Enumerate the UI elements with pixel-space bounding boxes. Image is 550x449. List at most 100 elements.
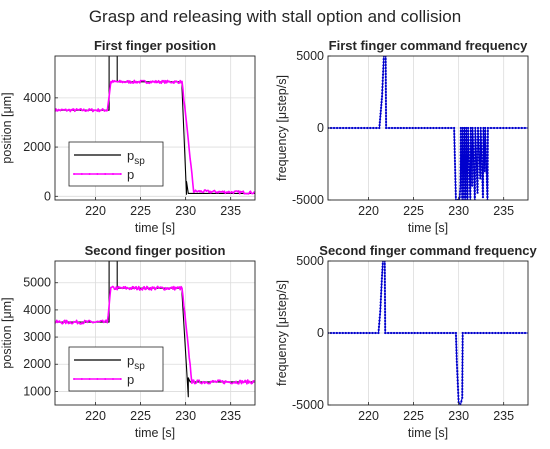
data-point: [486, 144, 489, 148]
data-point: [453, 162, 457, 166]
data-point: [455, 357, 458, 361]
data-point: [451, 331, 455, 335]
data-point: [384, 93, 388, 97]
data-point: [420, 126, 423, 130]
data-point: [477, 144, 480, 147]
data-point: [453, 132, 456, 136]
legend-marker: [80, 378, 83, 380]
data-point: [381, 265, 384, 268]
data-point: [453, 150, 456, 154]
data-point: [486, 180, 489, 184]
data-point: [454, 171, 457, 175]
x-axis-label: time [s]: [135, 221, 175, 235]
x-tick-label: 230: [448, 409, 469, 423]
data-point: [457, 394, 460, 398]
data-point: [396, 126, 400, 130]
data-point: [384, 81, 387, 85]
data-point: [482, 133, 485, 136]
second-finger-position-panel: Second finger position time [s] position…: [0, 243, 256, 440]
data-point: [455, 343, 458, 346]
y-tick-label: 4000: [23, 91, 51, 105]
data-point: [484, 135, 487, 139]
data-point: [473, 180, 477, 184]
data-point: [384, 99, 388, 103]
data-point: [383, 280, 386, 284]
y-tick-label: 5000: [296, 49, 324, 63]
data-point: [457, 391, 460, 394]
data-point: [390, 331, 393, 335]
legend-marker: [88, 378, 91, 380]
data-point: [379, 310, 382, 313]
data-point: [380, 277, 384, 280]
data-point: [372, 126, 375, 130]
data-point: [508, 126, 511, 130]
data-point: [454, 165, 457, 169]
data-point: [471, 172, 474, 175]
data-point: [482, 331, 485, 335]
data-point: [472, 156, 475, 160]
y-axis-label: frequency [μstep/s]: [275, 280, 289, 386]
data-point: [484, 153, 488, 157]
x-axis-label: time [s]: [408, 221, 448, 235]
legend-marker: [80, 173, 83, 175]
data-point: [381, 89, 384, 92]
data-point: [479, 171, 482, 174]
data-point: [384, 87, 387, 91]
data-point: [387, 331, 390, 335]
data-point: [379, 301, 382, 304]
data-point: [335, 126, 339, 130]
data-point: [447, 126, 450, 130]
data-point: [474, 141, 477, 144]
data-point: [332, 126, 336, 130]
data-point: [461, 346, 464, 349]
data-point: [383, 268, 386, 272]
data-point: [486, 138, 489, 142]
data-point: [455, 346, 458, 349]
data-point: [484, 141, 487, 145]
data-point: [459, 126, 462, 130]
data-point: [473, 331, 476, 335]
data-point: [474, 126, 477, 130]
data-point: [476, 165, 479, 168]
data-point: [455, 363, 459, 367]
data-point: [474, 129, 477, 133]
data-point: [484, 126, 487, 130]
data-point: [466, 192, 469, 196]
data-point: [379, 298, 382, 301]
data-point: [379, 115, 382, 118]
data-point: [479, 132, 482, 136]
data-point: [466, 168, 469, 172]
data-point: [380, 98, 383, 101]
data-point: [383, 289, 387, 293]
data-point: [441, 126, 444, 130]
data-point: [482, 171, 485, 175]
data-point: [477, 135, 480, 138]
data-point: [398, 331, 402, 335]
data-point: [461, 379, 464, 382]
data-point: [405, 126, 408, 130]
data-point: [486, 156, 489, 160]
data-point: [419, 331, 422, 335]
data-point: [384, 328, 387, 332]
data-point: [469, 126, 472, 130]
data-point: [455, 337, 458, 340]
data-point: [384, 111, 388, 115]
data-point: [461, 189, 464, 193]
data-point: [479, 168, 482, 171]
y-tick-label: 2000: [23, 140, 51, 154]
data-point: [456, 373, 459, 376]
data-point: [482, 129, 485, 133]
data-point: [476, 179, 479, 183]
legend-label: p: [127, 167, 134, 182]
data-point: [520, 331, 524, 335]
data-point: [380, 292, 383, 295]
data-point: [329, 126, 333, 130]
data-point: [383, 286, 387, 290]
data-point: [407, 331, 410, 335]
data-point: [486, 171, 489, 175]
data-point: [514, 126, 517, 130]
data-point: [387, 126, 391, 130]
panel-title: First finger position: [94, 38, 216, 53]
data-point: [383, 295, 387, 299]
